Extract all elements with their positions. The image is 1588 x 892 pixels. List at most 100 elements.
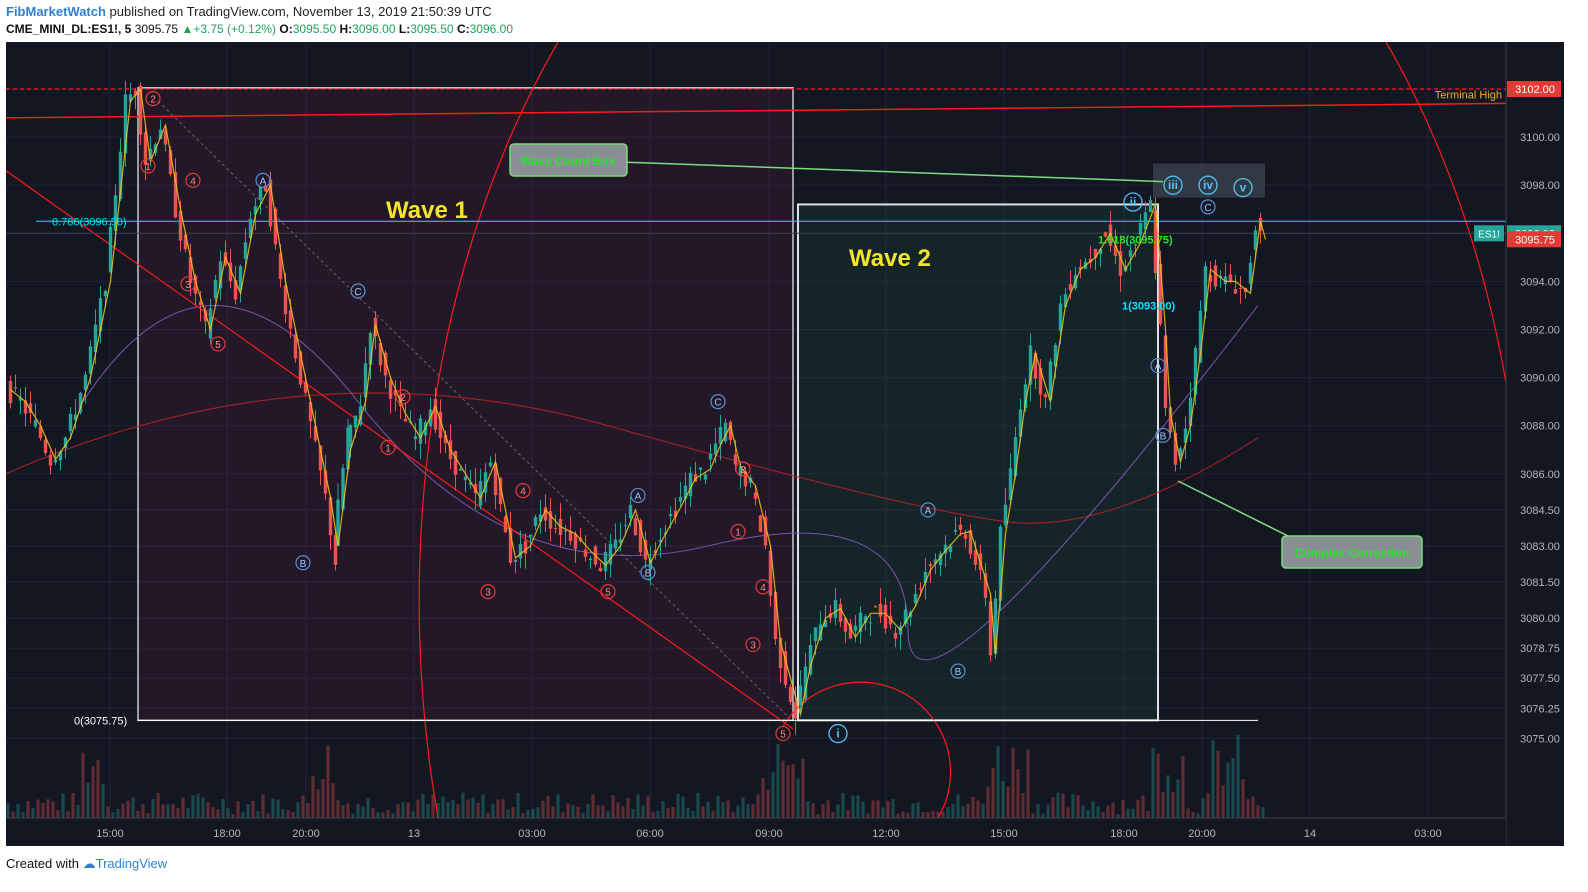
wave-marker: [755, 579, 771, 595]
tradingview-logo-icon[interactable]: ☁: [82, 856, 96, 871]
volume-bar: [786, 765, 790, 818]
candle-body: [341, 468, 345, 510]
volume-bar: [1171, 792, 1175, 818]
candle-body: [803, 666, 808, 700]
volume-bar: [991, 767, 995, 818]
volume-bar: [181, 797, 185, 818]
fib-label: 0.786(3096.50): [52, 216, 127, 228]
volume-bar: [916, 802, 920, 818]
candle-body: [368, 333, 373, 365]
candle-body: [233, 280, 238, 300]
volume-bar: [1246, 799, 1250, 818]
candle-body: [843, 618, 848, 632]
volume-bar: [791, 764, 795, 818]
candle-body: [438, 411, 443, 438]
candle-body: [933, 559, 938, 564]
close-value: 3096.00: [469, 22, 514, 36]
candle-body: [853, 625, 858, 631]
degree-marker: [1233, 177, 1253, 198]
candle-body: [228, 262, 233, 282]
candle-body: [463, 476, 468, 481]
volume-bar: [216, 809, 220, 818]
candle-body: [1018, 409, 1023, 437]
fib-label: 1.618(3095.75): [1098, 234, 1173, 246]
wave-marker-label: 5: [215, 340, 221, 351]
volume-bar: [506, 809, 510, 818]
volume-bar: [76, 804, 80, 818]
candle-body: [553, 528, 558, 530]
candle-body: [1013, 437, 1018, 477]
volume-bar: [1161, 791, 1165, 818]
candle-body: [1168, 407, 1173, 433]
volume-bar: [861, 801, 865, 818]
volume-bar: [1226, 762, 1230, 818]
volume-bar: [966, 803, 970, 818]
author-link[interactable]: FibMarketWatch: [6, 4, 106, 19]
volume-bar: [926, 812, 930, 818]
candle-body: [1203, 266, 1208, 312]
volume-bar: [871, 800, 875, 818]
candle-body: [383, 352, 388, 376]
volume-bar: [416, 799, 420, 818]
volume-bar: [376, 812, 380, 818]
volume-bar: [1186, 808, 1190, 818]
candle-body: [968, 529, 973, 555]
volume-bar: [271, 798, 275, 818]
wave-1-label: Wave 1: [386, 197, 468, 224]
symbol-badge-label: ES1!: [1478, 229, 1500, 240]
price-change: +3.75 (+0.12%): [193, 22, 277, 36]
candle-body: [643, 539, 648, 560]
wave-marker: [185, 172, 201, 188]
candle-body: [43, 439, 48, 453]
time-tick: 20:00: [1188, 828, 1216, 840]
wave-marker-label: 4: [520, 487, 526, 498]
candle-body: [393, 390, 398, 396]
candle-body: [773, 592, 778, 640]
candle-body: [483, 472, 488, 493]
time-tick: 14: [1304, 828, 1316, 840]
volume-bar: [1001, 780, 1005, 818]
volume-bar: [106, 806, 110, 818]
volume-bar: [576, 806, 580, 818]
candle-body: [738, 466, 743, 476]
candle-body: [648, 559, 653, 570]
candle-body: [108, 227, 113, 273]
candle-body: [833, 600, 838, 618]
volume-bar: [461, 792, 465, 818]
candle-body: [1223, 276, 1228, 285]
volume-bar: [796, 778, 800, 818]
candle-body: [943, 544, 948, 554]
candle-body: [1193, 347, 1198, 395]
volume-bar: [331, 783, 335, 818]
volume-bar: [816, 813, 820, 818]
volume-bar: [201, 797, 205, 818]
candle-body: [608, 543, 613, 565]
candle-body: [363, 363, 368, 398]
volume-bar: [401, 802, 405, 818]
candle-body: [1138, 222, 1143, 236]
fib-label: 0(3075.75): [74, 715, 127, 727]
volume-bar: [801, 758, 805, 818]
volume-bar: [471, 797, 475, 818]
candle-body: [783, 651, 788, 685]
candle-body: [793, 702, 798, 719]
candle-body: [218, 261, 223, 289]
volume-bar: [901, 811, 905, 818]
candle-body: [173, 172, 178, 218]
tradingview-brand[interactable]: TradingView: [95, 856, 168, 871]
volume-bar: [131, 797, 135, 818]
candle-body: [93, 324, 98, 353]
wave-marker-label: B: [955, 667, 962, 678]
candle-body: [358, 406, 363, 425]
price-tick: 3098.00: [1520, 180, 1560, 192]
candle-body: [548, 511, 553, 529]
price-tick: 3083.00: [1520, 541, 1560, 553]
candle-body: [743, 471, 748, 487]
degree-marker: [1123, 192, 1143, 212]
wave-marker: [180, 276, 196, 292]
candle-body: [808, 644, 813, 675]
volume-bar: [366, 798, 370, 818]
dotted-trend-line: [157, 100, 789, 718]
